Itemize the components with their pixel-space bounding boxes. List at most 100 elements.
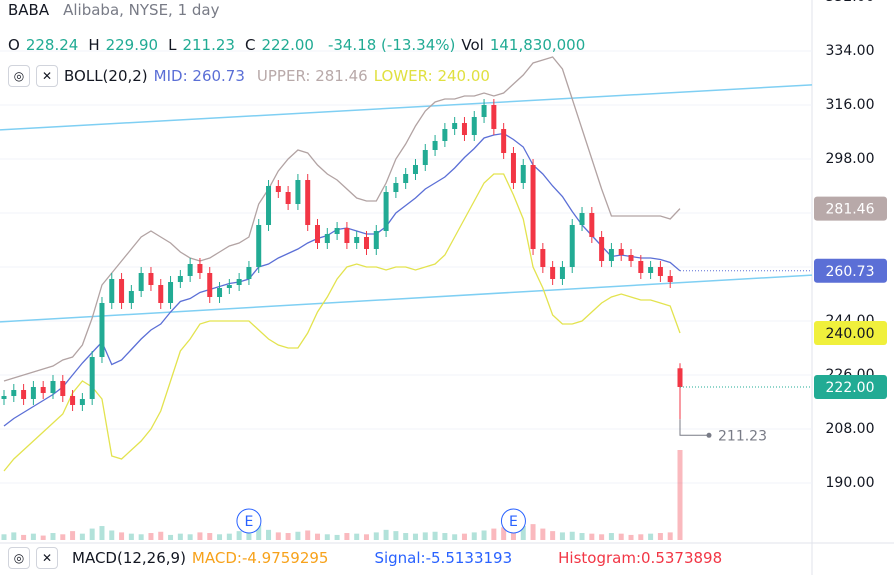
price-tag-label: 240.00 (826, 326, 875, 342)
price-tag-label: 281.46 (826, 202, 875, 218)
candle-body (1, 396, 7, 399)
candle-body (99, 303, 105, 357)
boll-row: ◎ ✕ BOLL(20,2) MID: 260.73 UPPER: 281.46… (8, 65, 490, 87)
price-tag (814, 196, 887, 221)
volume-bar (412, 533, 418, 540)
price-tag (814, 375, 887, 399)
volume-bar (285, 533, 291, 540)
volume-bar (442, 533, 448, 540)
volume-bar (30, 533, 36, 540)
volume-bar (236, 531, 242, 540)
volume-bar (138, 534, 144, 540)
earnings-marker (236, 508, 262, 534)
volume-bar (599, 534, 605, 540)
candle-body (50, 381, 56, 393)
candle-body (256, 225, 262, 267)
candle-body (109, 279, 115, 303)
candle-body (677, 368, 683, 387)
volume-bar (618, 533, 624, 540)
volume-bar (452, 534, 458, 540)
volume-bar (11, 532, 17, 540)
candle-body (530, 165, 536, 249)
label: O (8, 36, 20, 54)
candle-body (79, 399, 85, 405)
volume-bar (540, 528, 546, 540)
volume-bar (187, 534, 193, 540)
value: 222.00 (261, 36, 314, 54)
value: 229.90 (105, 36, 159, 54)
bollinger-upper (3, 56, 681, 382)
volume-bar (99, 526, 105, 540)
candle-body (393, 183, 399, 192)
volume-bar (70, 531, 76, 540)
volume-bar (363, 534, 369, 540)
candle-body (363, 237, 369, 249)
earnings-label: E (509, 514, 518, 530)
low-marker-dot (706, 432, 712, 438)
signal-value: Signal:-5.5133193 (374, 549, 513, 567)
candle-body (324, 234, 330, 243)
volume-bar (217, 534, 223, 540)
candle-body (236, 279, 242, 285)
volume-bar (266, 529, 272, 540)
low-marker-label: 211.23 (718, 428, 767, 444)
volume-bar (608, 533, 614, 540)
ohlc-row: O 228.24 H 229.90 L 211.23 C 222.00 -34.… (8, 36, 585, 54)
candle-body (667, 276, 673, 282)
volume-bar (530, 524, 536, 540)
symbol: BABA (8, 1, 50, 19)
volume-bar (550, 531, 556, 540)
volume-bar (354, 533, 360, 540)
volume-bar (197, 532, 203, 540)
volume-bar (168, 534, 174, 540)
candle-body (540, 249, 546, 267)
volume-bar (177, 533, 183, 540)
candle-body (461, 123, 467, 135)
candle-body (520, 165, 526, 183)
candle-body (501, 129, 507, 153)
candle-body (197, 264, 203, 273)
candle-body (344, 228, 350, 243)
visibility-button[interactable]: ◎ (8, 65, 30, 87)
visibility-button[interactable]: ◎ (8, 547, 30, 569)
volume-bar (383, 529, 389, 540)
remove-button[interactable]: ✕ (36, 65, 58, 87)
candle-body (618, 249, 624, 255)
candle-body (559, 267, 565, 279)
candle-body (510, 153, 516, 183)
candle-body (275, 186, 281, 192)
volume-bar (60, 534, 66, 540)
volume-bar (119, 532, 125, 540)
candle-body (403, 174, 409, 183)
volume-bar (491, 528, 497, 540)
change: -34.18 (-13.34%) (327, 36, 456, 54)
bollinger-mid (3, 132, 681, 427)
label: L (168, 36, 177, 54)
candle-body (354, 237, 360, 243)
volume-bar (334, 534, 340, 540)
candle-body (168, 282, 174, 303)
candle-body (158, 285, 164, 303)
candle-body (452, 123, 458, 129)
volume-bar (89, 528, 95, 540)
candle-body (491, 105, 497, 129)
candle-body (373, 231, 379, 249)
candle-body (315, 225, 321, 243)
price-tag (814, 258, 887, 283)
candle-body (207, 273, 213, 297)
candle-body (334, 228, 340, 234)
volume-bar (275, 532, 281, 540)
volume-bar (21, 534, 27, 540)
label: Vol (461, 36, 484, 54)
candle-body (217, 288, 223, 297)
low-marker-line (679, 419, 708, 436)
volume-bar (569, 531, 575, 540)
volume-bar (79, 533, 85, 540)
remove-button[interactable]: ✕ (36, 547, 58, 569)
candle-body (30, 387, 36, 399)
indicator-name: MACD(12,26,9) (72, 549, 186, 567)
candle-body (21, 390, 27, 399)
value: 211.23 (182, 36, 235, 54)
volume-bar (226, 533, 232, 540)
volume-bar (158, 531, 164, 540)
